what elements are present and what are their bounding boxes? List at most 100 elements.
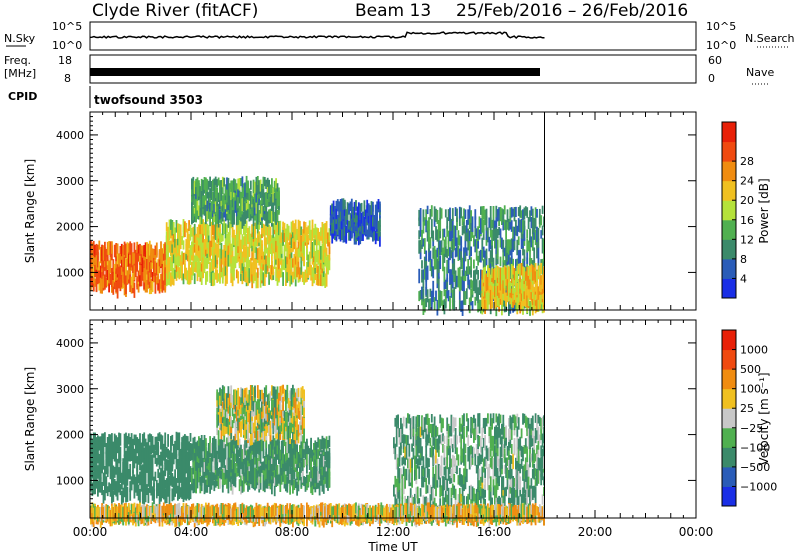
data-cell [139, 488, 141, 504]
data-cell [404, 434, 406, 444]
data-cell [217, 273, 220, 282]
data-cell [537, 286, 540, 300]
data-cell [495, 477, 498, 493]
data-cell [165, 272, 168, 287]
data-cell [235, 211, 238, 226]
data-cell [237, 253, 240, 262]
data-cell [133, 448, 136, 460]
data-cell [423, 298, 426, 313]
data-cell [134, 482, 137, 493]
data-cell [435, 488, 437, 497]
data-cell [460, 276, 463, 291]
data-cell [534, 229, 537, 246]
data-cell [179, 233, 182, 250]
data-cell [238, 254, 241, 266]
data-cell [294, 265, 297, 280]
data-cell [419, 438, 422, 454]
data-cell [182, 435, 185, 449]
data-cell [301, 397, 304, 406]
data-cell [256, 191, 259, 204]
data-cell [321, 243, 324, 257]
data-cell [233, 178, 235, 193]
data-cell [342, 229, 345, 243]
data-cell [499, 235, 502, 248]
data-cell [297, 424, 300, 437]
data-cell [489, 206, 492, 222]
data-cell [443, 286, 446, 297]
data-cell [178, 251, 181, 263]
data-cell [285, 235, 287, 252]
data-cell [195, 244, 197, 255]
data-cell [430, 423, 433, 438]
data-cell [212, 213, 214, 226]
data-cell [418, 498, 421, 507]
data-cell [184, 451, 186, 467]
data-cell [505, 226, 507, 240]
data-cell [97, 252, 99, 261]
data-cell [261, 183, 263, 198]
data-cell [233, 441, 235, 452]
data-cell [447, 240, 450, 257]
data-cell [456, 208, 458, 222]
data-cell [184, 470, 186, 485]
data-cell [207, 180, 210, 190]
data-cell [512, 498, 514, 510]
data-cell [503, 247, 506, 257]
data-cell [522, 274, 524, 286]
data-cell [540, 230, 543, 239]
data-cell [111, 484, 113, 497]
nsearch-tick-bottom: 10^0 [706, 39, 736, 52]
data-cell [249, 430, 252, 446]
data-cell [240, 191, 242, 208]
data-cell [223, 386, 226, 399]
data-cell [446, 217, 449, 229]
data-cell [226, 437, 228, 447]
data-cell [244, 233, 247, 247]
data-cell [251, 458, 254, 475]
data-cell [515, 476, 517, 490]
data-cell [460, 493, 463, 503]
data-cell [451, 299, 454, 310]
data-cell [318, 248, 321, 264]
data-cell [425, 496, 428, 508]
data-cell [457, 267, 460, 284]
y-tick-label: 2000 [56, 221, 84, 234]
data-cell [296, 247, 298, 260]
y-tick-label: 4000 [56, 129, 84, 142]
data-cell [111, 268, 113, 283]
data-cell [249, 190, 252, 206]
data-cell [285, 389, 287, 400]
data-cell [499, 428, 502, 445]
data-cell [224, 425, 227, 435]
data-cell [494, 220, 496, 229]
data-cell [442, 476, 444, 491]
data-cell [471, 446, 474, 458]
data-cell [259, 272, 262, 288]
data-cell [467, 209, 470, 225]
data-cell [401, 497, 404, 511]
data-cell [247, 180, 249, 193]
data-cell [515, 457, 517, 470]
colorbar-tick-label: 8 [740, 253, 747, 266]
data-cell [230, 459, 233, 473]
data-cell [151, 440, 154, 454]
data-cell [519, 476, 522, 490]
data-cell [537, 238, 540, 248]
data-cell [499, 228, 502, 239]
data-cell [292, 384, 294, 395]
data-cell [245, 180, 248, 193]
data-cell [245, 233, 248, 243]
data-cell [404, 446, 406, 458]
data-cell [139, 457, 141, 471]
data-cell [206, 223, 209, 240]
data-cell [269, 410, 272, 419]
data-cell [132, 269, 134, 280]
data-cell [286, 237, 289, 249]
data-cell [289, 479, 291, 495]
data-cell [481, 275, 484, 292]
data-cell [280, 472, 283, 485]
data-cell [181, 479, 183, 493]
data-cell [296, 418, 298, 431]
data-cell [494, 225, 496, 241]
data-cell [425, 477, 428, 494]
